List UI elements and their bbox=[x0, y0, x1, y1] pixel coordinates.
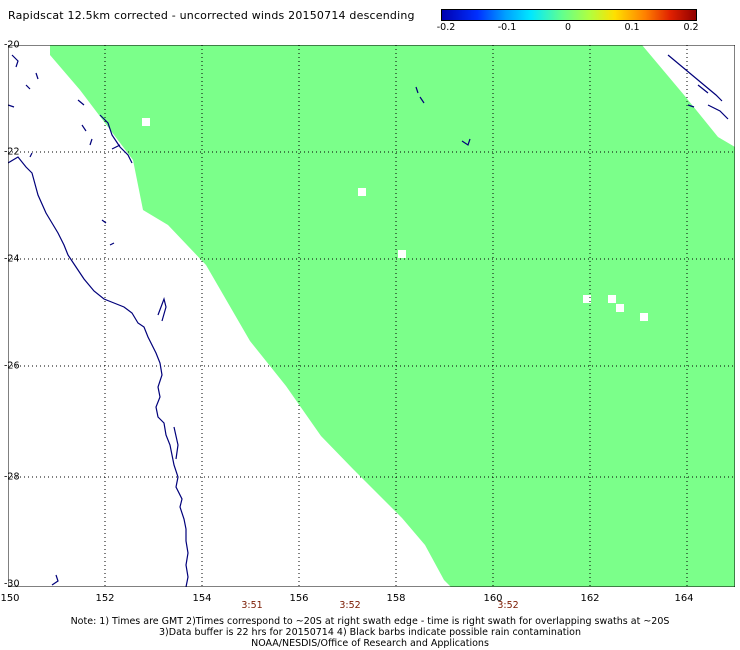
footnote-line-1: Note: 1) Times are GMT 2)Times correspon… bbox=[70, 616, 670, 627]
lat-label: -20 bbox=[4, 39, 20, 51]
lon-label: 160 bbox=[483, 593, 503, 604]
swath-time-label: 3:51 bbox=[241, 600, 263, 611]
colorbar-tick: 0.1 bbox=[624, 22, 640, 33]
map-svg bbox=[8, 45, 735, 587]
lon-label: 152 bbox=[95, 593, 115, 604]
coastline bbox=[8, 54, 729, 587]
colorbar-tick: 0.2 bbox=[683, 22, 699, 33]
lon-label: 150 bbox=[0, 593, 20, 604]
lon-label: 158 bbox=[386, 593, 406, 604]
lat-label: -30 bbox=[4, 578, 20, 590]
colorbar-tick: -0.2 bbox=[436, 22, 456, 33]
plot-title: Rapidscat 12.5km corrected - uncorrected… bbox=[8, 9, 415, 22]
swath-time-label: 3:52 bbox=[339, 600, 361, 611]
credit-line: NOAA/NESDIS/Office of Research and Appli… bbox=[251, 638, 489, 649]
lon-label: 164 bbox=[674, 593, 694, 604]
lat-label: -22 bbox=[4, 146, 20, 158]
colorbar-tick: -0.1 bbox=[497, 22, 517, 33]
swath-time-label: 3:52 bbox=[497, 600, 519, 611]
lon-label: 162 bbox=[580, 593, 600, 604]
map-panel[interactable] bbox=[8, 45, 735, 587]
lon-label: 154 bbox=[192, 593, 212, 604]
footnote-line-2: 3)Data buffer is 22 hrs for 20150714 4) … bbox=[159, 627, 581, 638]
lon-label: 156 bbox=[289, 593, 309, 604]
lat-label: -28 bbox=[4, 471, 20, 483]
data-swath bbox=[50, 45, 735, 587]
color-scale-bar bbox=[441, 9, 697, 21]
lat-label: -26 bbox=[4, 360, 20, 372]
colorbar-tick: 0 bbox=[564, 22, 572, 33]
missing-data-cells bbox=[142, 118, 648, 321]
lat-label: -24 bbox=[4, 253, 20, 265]
